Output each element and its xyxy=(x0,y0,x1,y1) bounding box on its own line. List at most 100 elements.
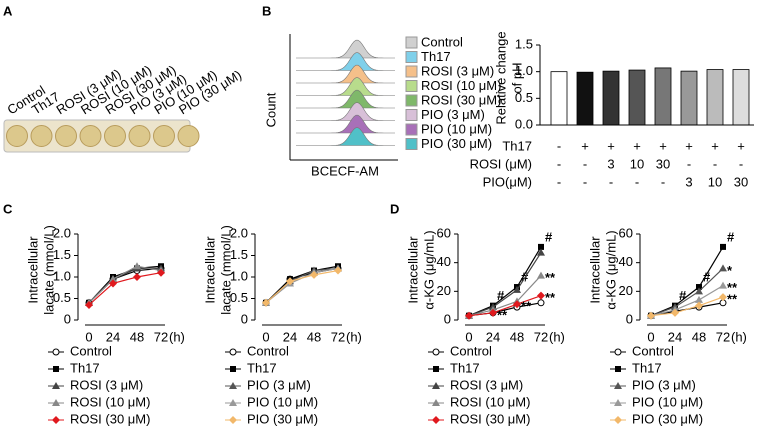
annotation: # xyxy=(545,229,553,244)
marker xyxy=(432,348,440,356)
legend-label: Th17 xyxy=(70,360,100,375)
marker xyxy=(671,308,679,317)
legend-label: ROSI (10 μM) xyxy=(421,78,501,93)
legend-label: PIO (3 μM) xyxy=(421,107,485,122)
y-tick-label: 1.5 xyxy=(515,36,533,51)
cell: 3 xyxy=(607,156,614,171)
legend-swatch xyxy=(405,138,418,150)
y-axis-label: lacate (mmol/L) xyxy=(41,225,56,315)
y-axis-label: α-KG (μg/mL) xyxy=(421,230,436,309)
y-tick-label: 1.0 xyxy=(53,268,71,283)
y-tick-label: 0 xyxy=(241,311,248,326)
annotation: # xyxy=(679,288,687,303)
cell: - xyxy=(687,156,691,171)
x-tick-label: 48 xyxy=(130,329,144,344)
well xyxy=(30,125,53,147)
row-label: ROSI (μM) xyxy=(470,156,532,171)
annotation: ** xyxy=(545,270,556,285)
legend-label: ROSI (3 μM) xyxy=(450,377,523,392)
panel-label: C xyxy=(3,201,13,216)
marker xyxy=(53,366,59,372)
cell: + xyxy=(633,138,641,153)
x-unit: (h) xyxy=(346,329,362,344)
x-tick-label: 24 xyxy=(283,329,297,344)
x-tick-label: 24 xyxy=(106,329,120,344)
panel-label: A xyxy=(3,3,13,18)
line xyxy=(650,285,724,317)
y-axis-label: α-KG (μg/mL) xyxy=(603,230,618,309)
histogram xyxy=(296,89,395,109)
cell: - xyxy=(583,174,587,189)
y-tick-label: 0.0 xyxy=(515,116,533,131)
line xyxy=(468,246,542,317)
legend-swatch xyxy=(405,94,418,107)
annotation: # xyxy=(497,288,505,303)
marker xyxy=(537,248,545,256)
bar xyxy=(602,70,620,126)
cell: - xyxy=(609,174,613,189)
bar xyxy=(628,69,646,126)
marker xyxy=(614,416,622,424)
cell: 10 xyxy=(708,174,722,189)
legend-swatch xyxy=(405,36,418,49)
cell: 10 xyxy=(630,156,644,171)
cell: 30 xyxy=(656,156,670,171)
marker xyxy=(229,399,237,406)
marker xyxy=(513,300,521,309)
marker xyxy=(85,300,93,309)
marker xyxy=(513,285,521,293)
marker xyxy=(614,382,622,389)
x-tick-label: 0 xyxy=(262,329,269,344)
x-tick-label: 48 xyxy=(307,329,321,344)
cell: - xyxy=(557,174,561,189)
x-unit: (h) xyxy=(731,329,747,344)
legend-label: ROSI (30 μM) xyxy=(450,411,530,426)
bar xyxy=(732,69,750,126)
x-axis-label: BCECF-AM xyxy=(311,163,379,178)
well xyxy=(55,125,77,147)
y-tick-label: 60 xyxy=(437,225,451,240)
x-tick-label: 0 xyxy=(465,329,472,344)
marker xyxy=(432,399,440,406)
y-tick-label: 2.0 xyxy=(53,225,71,240)
histogram xyxy=(296,64,395,84)
x-tick-label: 72 xyxy=(154,329,168,344)
histogram xyxy=(296,77,395,96)
y-axis-label: Relative change xyxy=(493,31,508,124)
x-tick-label: 72 xyxy=(331,329,345,344)
line xyxy=(265,269,339,304)
cell: + xyxy=(607,138,615,153)
marker xyxy=(537,291,545,300)
annotation: ** xyxy=(727,280,738,295)
y-tick-label: 0 xyxy=(64,311,71,326)
y-tick-label: 40 xyxy=(619,254,633,269)
row-label: PIO(μM) xyxy=(483,174,532,189)
bar xyxy=(550,71,568,126)
x-tick-label: 72 xyxy=(716,329,730,344)
cell: - xyxy=(583,156,587,171)
cell: - xyxy=(635,174,639,189)
cell: - xyxy=(661,174,665,189)
x-tick-label: 0 xyxy=(647,329,654,344)
line xyxy=(650,296,724,317)
cell: + xyxy=(737,138,745,153)
marker xyxy=(538,243,544,250)
marker xyxy=(719,281,727,289)
well xyxy=(79,125,102,147)
legend-label: PIO (10 μM) xyxy=(247,394,318,409)
marker xyxy=(286,277,294,286)
well xyxy=(153,125,175,147)
legend-label: Control xyxy=(632,343,674,358)
marker xyxy=(695,287,703,295)
legend-label: PIO (10 μM) xyxy=(421,121,492,136)
well xyxy=(104,125,126,147)
x-unit: (h) xyxy=(549,329,565,344)
x-tick-label: 24 xyxy=(486,329,500,344)
legend-label: ROSI (3 μM) xyxy=(421,63,494,78)
y-tick-label: 1.0 xyxy=(230,268,248,283)
y-tick-label: 0.5 xyxy=(515,90,533,105)
y-tick-label: 0.5 xyxy=(53,290,71,305)
line xyxy=(468,275,542,317)
y-axis-label: Intracellular xyxy=(202,236,217,304)
